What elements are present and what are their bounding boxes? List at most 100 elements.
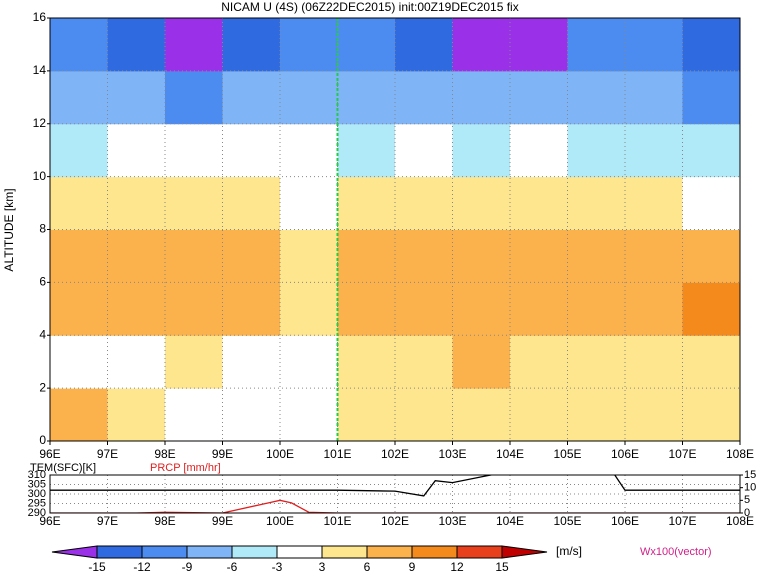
heat-cell: [452, 176, 511, 230]
heat-cell: [222, 70, 281, 125]
plot-frame: [49, 17, 741, 442]
heat-cell: [50, 176, 108, 230]
y-tick-label: 6: [39, 275, 46, 289]
heat-cell: [107, 70, 166, 125]
x-tick-label: 102E: [381, 514, 409, 528]
heat-cell: [567, 70, 626, 125]
heat-cell: [625, 335, 683, 389]
heat-cell: [682, 123, 740, 178]
heat-cell: [165, 70, 223, 125]
colorbar-label: 15: [495, 560, 509, 574]
heat-cell: [625, 70, 683, 125]
heat-cell: [222, 388, 281, 441]
x-tick-label: 101E: [323, 514, 351, 528]
y-tick-label: 16: [33, 10, 47, 24]
heat-cell: [510, 18, 568, 72]
heat-cell: [625, 282, 683, 336]
y2-tick-label: 15: [744, 469, 756, 481]
heat-cell: [337, 176, 396, 230]
heat-cell: [50, 123, 108, 178]
heat-cell: [337, 229, 396, 283]
heat-cell: [567, 335, 626, 389]
heat-cell: [395, 229, 453, 283]
y-tick-label: 295: [28, 497, 46, 509]
heat-cell: [50, 282, 108, 336]
x-tick-label: 104E: [496, 514, 524, 528]
heat-cell: [337, 282, 396, 336]
heat-cell: [395, 282, 453, 336]
heat-cell: [280, 229, 338, 283]
heat-cell: [165, 229, 223, 283]
x-tick-label: 103E: [438, 447, 466, 461]
colorbar-label: 12: [450, 560, 464, 574]
y-tick-label: 12: [33, 116, 47, 130]
heat-cell: [165, 282, 223, 336]
heat-cell: [452, 18, 511, 72]
heat-cell: [452, 388, 511, 441]
x-tick-label: 106E: [611, 447, 639, 461]
heat-cell: [280, 176, 338, 230]
plot-frame: [49, 474, 741, 514]
heat-cell: [165, 176, 223, 230]
heat-cell: [107, 229, 166, 283]
heat-cell: [567, 18, 626, 72]
heat-cell: [50, 229, 108, 283]
heat-cell: [682, 229, 740, 283]
colorbar-label: -9: [182, 560, 193, 574]
colorbar-box: [96, 545, 143, 559]
y2-tick-label: 5: [744, 494, 750, 506]
x-tick-label: 99E: [212, 447, 233, 461]
heat-cell: [280, 123, 338, 178]
heat-cell: [50, 18, 108, 72]
x-tick-label: 96E: [39, 514, 60, 528]
colorbar-box: [231, 545, 278, 559]
heat-cell: [107, 335, 166, 389]
heat-cell: [625, 176, 683, 230]
heat-cell: [510, 123, 568, 178]
y-tick-label: 4: [39, 327, 46, 341]
heat-cell: [395, 123, 453, 178]
x-tick-label: 107E: [668, 447, 696, 461]
colorbar-label: 9: [409, 560, 416, 574]
heat-cell: [395, 335, 453, 389]
heat-cell: [395, 176, 453, 230]
heat-cell: [280, 18, 338, 72]
line-area: [50, 475, 740, 513]
heat-cell: [682, 282, 740, 336]
x-tick-label: 100E: [266, 514, 294, 528]
x-tick-label: 105E: [553, 447, 581, 461]
heat-cell: [50, 388, 108, 441]
heat-cell: [452, 229, 511, 283]
y2-tick-label: 10: [744, 482, 756, 494]
colorbar-box: [411, 545, 458, 559]
heat-cell: [682, 70, 740, 125]
heat-cell: [107, 18, 166, 72]
colorbar-triangle: [501, 545, 548, 559]
heat-cell: [510, 70, 568, 125]
vector-label: Wx100(vector): [640, 546, 712, 558]
x-tick-label: 103E: [438, 514, 466, 528]
x-tick-label: 97E: [97, 447, 118, 461]
y-axis-label: ALTITUDE [km]: [2, 188, 16, 271]
heat-cell: [165, 335, 223, 389]
colorbar-box: [456, 545, 503, 559]
heat-cell: [682, 18, 740, 72]
colorbar-label: 6: [364, 560, 371, 574]
x-tick-label: 98E: [154, 514, 175, 528]
x-tick-label: 108E: [726, 447, 754, 461]
heat-cell: [222, 18, 281, 72]
heat-cell: [222, 229, 281, 283]
colorbar-label: -6: [227, 560, 238, 574]
y-tick-label: 290: [28, 507, 46, 519]
y-tick-label: 10: [33, 169, 47, 183]
heat-cell: [222, 176, 281, 230]
heat-cell: [222, 335, 281, 389]
colorbar-box: [186, 545, 233, 559]
heat-cell: [625, 229, 683, 283]
x-tick-label: 104E: [496, 447, 524, 461]
heat-cell: [165, 388, 223, 441]
series-line: [50, 499, 740, 513]
y2-tick-label: 0: [744, 507, 750, 519]
x-tick-label: 102E: [381, 447, 409, 461]
x-tick-label: 98E: [154, 447, 175, 461]
